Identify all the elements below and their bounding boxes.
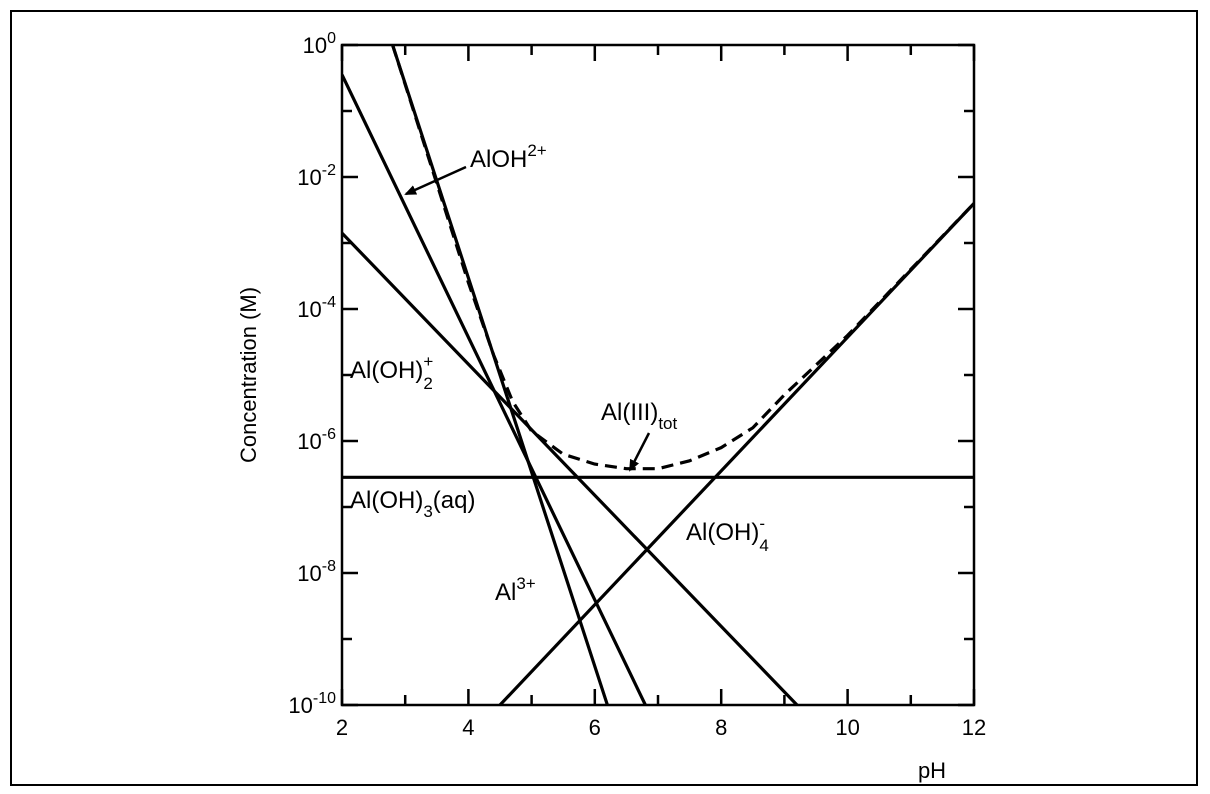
y-tick-label: 10-8 <box>297 558 336 586</box>
annotation-superscript: + <box>423 352 433 371</box>
x-tick-label: 2 <box>336 715 348 740</box>
aloh-arrow <box>404 165 467 196</box>
y-tick-base: 10 <box>297 297 321 322</box>
annotation-subscript: 2 <box>423 374 432 393</box>
y-tick-label: 10-10 <box>288 690 336 718</box>
annotation-superscript: - <box>759 514 765 533</box>
y-tick-exponent: -6 <box>322 426 336 443</box>
y-tick-exponent: -4 <box>322 294 336 311</box>
y-tick-exponent: 0 <box>327 30 336 47</box>
series-line <box>342 231 799 705</box>
y-tick-label: 10-2 <box>297 162 336 190</box>
label-aloh3-aq: Al(OH)3(aq) <box>350 487 475 521</box>
series-line <box>391 45 974 471</box>
y-tick-base: 10 <box>297 429 321 454</box>
annotation-base: Al(OH) <box>686 519 759 546</box>
y-tick-base: 10 <box>288 693 312 718</box>
x-tick-label: 8 <box>715 715 727 740</box>
label-aloh4-minus: Al(OH)- 4 <box>686 514 769 555</box>
y-tick-base: 10 <box>297 561 321 586</box>
annotation-base: Al(OH) <box>350 487 423 514</box>
label-aloh2plus-dihydroxy: Al(OH)+ 2 <box>350 352 433 393</box>
y-tick-base: 10 <box>303 33 327 58</box>
x-tick-label: 4 <box>462 715 474 740</box>
annotation-base: Al(III) <box>601 399 658 426</box>
series-lines <box>342 45 974 705</box>
annotation-subscript: 4 <box>759 536 768 555</box>
y-tick-exponent: -8 <box>322 558 336 575</box>
axis-ticks <box>340 43 976 707</box>
y-tick-exponent: -10 <box>313 690 336 707</box>
y-axis-title: Concentration (M) <box>236 287 261 463</box>
altot-arrow <box>628 432 651 472</box>
annotation-subscript: tot <box>658 414 677 433</box>
label-al-iii-tot: Al(III)tot <box>601 399 678 433</box>
figure-frame <box>10 10 1198 786</box>
annotation-base: Al <box>495 579 516 606</box>
plot-area <box>340 43 976 707</box>
y-tick-exponent: -2 <box>322 162 336 179</box>
species-annotations: AlOH2+Al(OH)+ 2Al(III)totAl(OH)3(aq)Al(OH… <box>350 141 769 606</box>
x-tick-label: 6 <box>589 715 601 740</box>
annotation-base: Al(OH) <box>350 357 423 384</box>
label-al3plus: Al3+ <box>495 574 536 606</box>
series-line <box>498 202 974 705</box>
annotation-subscript: 3 <box>423 502 432 521</box>
x-tick-label: 12 <box>962 715 986 740</box>
x-axis-title: pH <box>918 758 946 783</box>
label-aloh2plus: AlOH2+ <box>470 141 547 173</box>
y-tick-label: 100 <box>303 30 336 58</box>
annotation-tail: (aq) <box>433 487 476 514</box>
annotation-superscript: 3+ <box>516 574 535 593</box>
x-tick-label: 10 <box>835 715 859 740</box>
annotation-base: AlOH <box>470 146 527 173</box>
y-tick-label: 10-4 <box>297 294 336 322</box>
annotation-superscript: 2+ <box>527 141 546 160</box>
y-tick-label: 10-6 <box>297 426 336 454</box>
y-tick-base: 10 <box>297 165 321 190</box>
